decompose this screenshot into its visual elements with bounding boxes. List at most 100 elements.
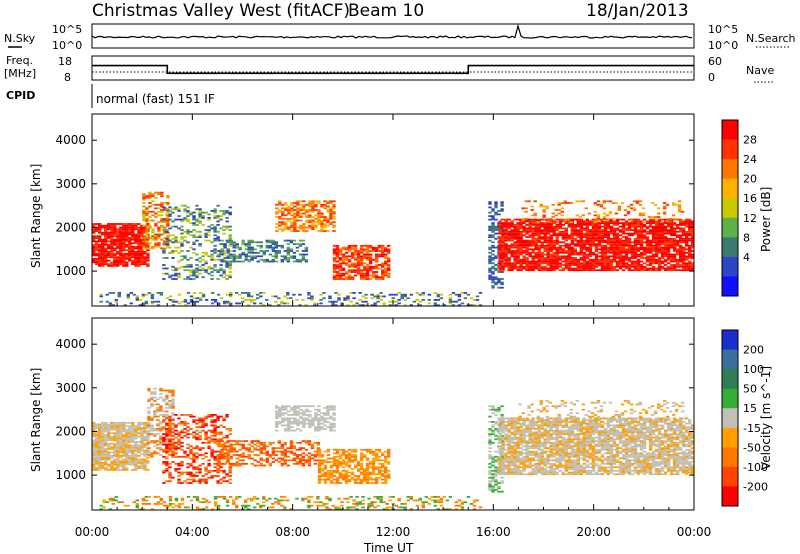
scatter-cell [116, 231, 120, 234]
scatter-cell [141, 295, 146, 298]
scatter-cell [216, 480, 220, 483]
scatter-cell [95, 235, 99, 238]
scatter-cell [119, 421, 123, 424]
scatter-cell [621, 257, 626, 259]
scatter-cell [122, 249, 126, 252]
scatter-cell [223, 260, 227, 263]
scatter-cell [494, 257, 498, 259]
scatter-cell [388, 304, 392, 307]
scatter-cell [657, 264, 662, 266]
scatter-cell [573, 230, 577, 233]
scatter-cell [497, 213, 501, 216]
scatter-cell [491, 253, 495, 256]
scatter-cell [119, 238, 123, 241]
scatter-cell [488, 274, 492, 277]
scatter-cell [210, 424, 214, 427]
scatter-cell [229, 450, 233, 453]
scatter-cell [510, 269, 514, 272]
scatter-cell [344, 246, 349, 249]
scatter-cell [262, 443, 266, 446]
scatter-cell [104, 233, 108, 236]
scatter-cell [299, 224, 303, 227]
scatter-cell [292, 257, 297, 259]
scatter-cell [519, 230, 523, 233]
scatter-cell [564, 239, 568, 242]
scatter-cell [201, 217, 205, 219]
scatter-cell [319, 293, 323, 296]
scatter-cell [171, 455, 175, 458]
scatter-cell [648, 260, 653, 263]
scatter-cell [612, 220, 617, 223]
scatter-cell [557, 212, 561, 215]
scatter-cell [174, 462, 178, 465]
scatter-cell [198, 260, 202, 263]
scatter-cell [688, 246, 692, 249]
scatter-cell [286, 258, 290, 261]
scatter-cell [564, 258, 568, 261]
scatter-cell [156, 292, 161, 294]
scatter-cell [332, 260, 337, 263]
scatter-cell [654, 269, 659, 272]
scatter-cell [491, 267, 495, 270]
scatter-cell [615, 264, 620, 266]
scatter-cell [338, 274, 343, 277]
scatter-cell [691, 246, 695, 249]
scatter-cell [135, 299, 139, 301]
scatter-cell [618, 267, 623, 270]
scatter-cell [192, 297, 197, 300]
scatter-cell [594, 230, 599, 233]
scatter-cell [641, 212, 646, 215]
scatter-cell [353, 246, 358, 249]
scatter-cell [653, 216, 658, 218]
scatter-cell [633, 222, 638, 224]
scatter-cell [561, 255, 565, 258]
scatter-cell [588, 253, 593, 256]
scatter-cell [645, 222, 650, 224]
scatter-cell [365, 264, 370, 266]
scatter-cell [110, 265, 114, 267]
scatter-cell [186, 455, 190, 458]
scatter-cell [491, 225, 495, 228]
scatter-cell [579, 224, 583, 226]
scatter-cell [657, 267, 662, 270]
scatter-cell [113, 259, 117, 262]
scatter-cell [368, 258, 373, 261]
scatter-cell [353, 258, 358, 261]
scatter-cell [612, 224, 617, 226]
scatter-cell [95, 460, 99, 463]
scatter-cell [229, 304, 233, 307]
scatter-cell [165, 450, 169, 453]
scatter-cell [177, 251, 181, 254]
scatter-cell [501, 222, 505, 224]
scatter-cell [537, 224, 541, 226]
scatter-cell [174, 424, 178, 427]
scatter-cell [119, 463, 123, 466]
scatter-cell [591, 236, 596, 238]
scatter-cell [501, 264, 505, 266]
colorbar-segment [722, 217, 738, 238]
scatter-cell [192, 478, 196, 481]
scatter-cell [543, 236, 547, 238]
scatter-cell [186, 462, 190, 465]
scatter-cell [606, 260, 611, 263]
scatter-cell [685, 244, 689, 247]
scatter-cell [146, 462, 150, 464]
scatter-cell [140, 462, 144, 464]
scatter-cell [570, 241, 574, 244]
scatter-cell [165, 243, 169, 245]
scatter-cell [298, 260, 303, 263]
scatter-cell [142, 202, 146, 204]
scatter-cell [183, 422, 187, 425]
scatter-cell [125, 249, 129, 252]
scatter-cell [513, 243, 517, 245]
scatter-cell [174, 455, 178, 458]
scatter-cell [162, 243, 166, 245]
scatter-cell [534, 229, 538, 231]
scatter-cell [101, 465, 105, 468]
scatter-cell [507, 260, 511, 263]
scatter-cell [522, 222, 526, 224]
scatter-cell [92, 451, 96, 454]
scatter-cell [222, 210, 226, 212]
scatter-cell [153, 440, 157, 442]
scatter-cell [274, 260, 278, 263]
